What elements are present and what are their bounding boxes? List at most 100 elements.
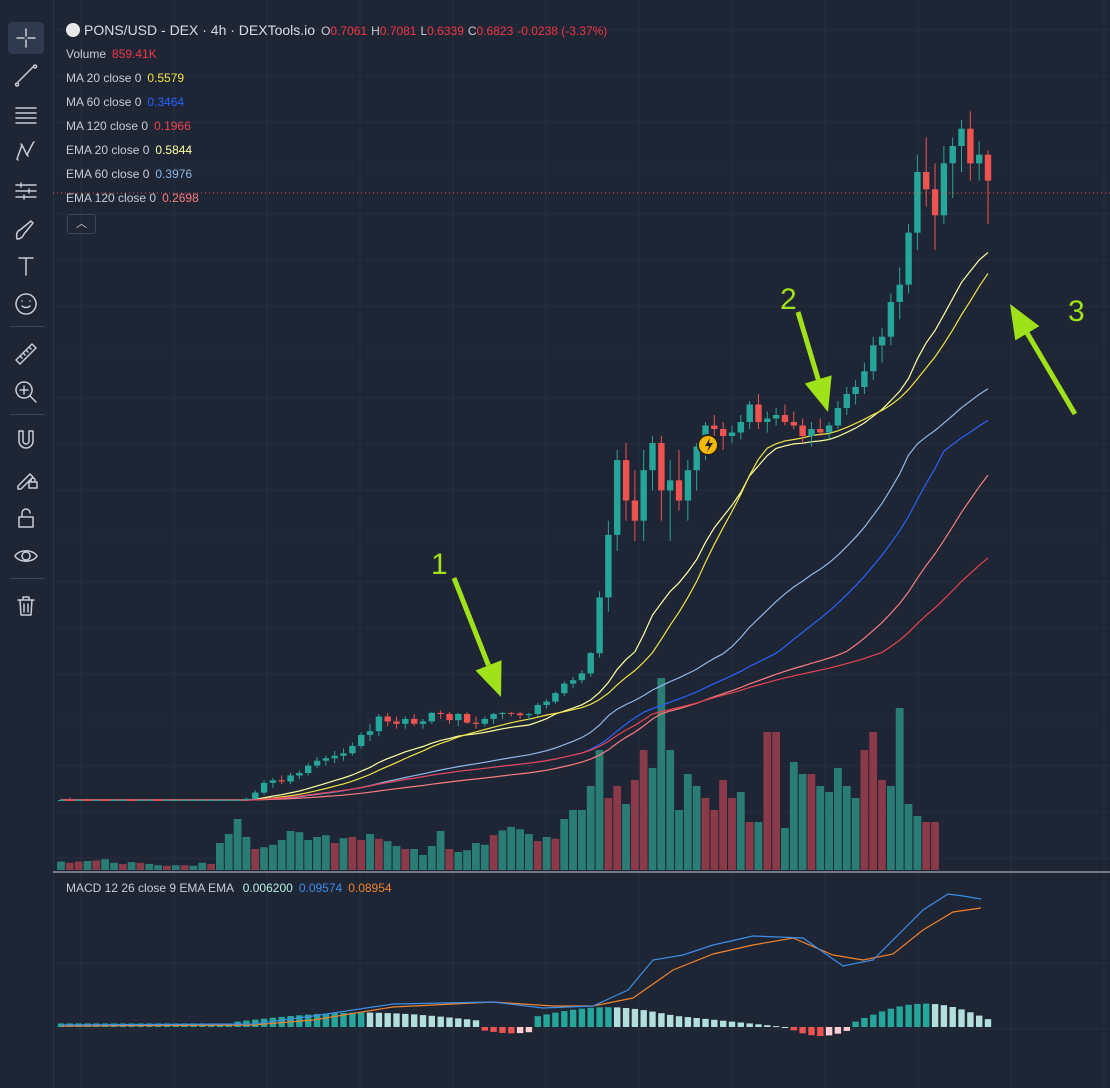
lock-icon <box>18 508 34 528</box>
volume-bar <box>710 810 719 870</box>
brush-tool[interactable] <box>8 214 44 246</box>
candle-body <box>146 800 153 801</box>
volume-bar <box>295 832 304 870</box>
trend-line-tool[interactable] <box>8 58 44 90</box>
candle-body <box>84 800 91 801</box>
macd-histogram-bar <box>57 1023 65 1027</box>
macd-histogram-bar <box>508 1027 515 1034</box>
indicator-row[interactable]: MA 120 close 0 0.1966 <box>66 114 607 138</box>
indicator-row[interactable]: EMA 120 close 0 0.2698 <box>66 186 607 210</box>
candle-body <box>57 800 65 801</box>
price-chart[interactable] <box>53 0 1110 1088</box>
lightning-icon <box>705 438 713 452</box>
toolbar-separator <box>10 578 44 579</box>
macd-histogram-bar <box>746 1023 753 1027</box>
eye-icon <box>14 550 38 562</box>
volume-bar <box>436 831 445 870</box>
volume-bar <box>639 750 648 870</box>
annotation-arrow-2-shaft <box>795 311 821 381</box>
candle-body <box>252 792 259 799</box>
candle-body <box>984 154 992 181</box>
candle-body <box>790 422 797 426</box>
candle-body <box>119 800 126 801</box>
volume-bar <box>348 837 357 870</box>
macd-histogram-bar <box>843 1027 850 1031</box>
pattern-tool[interactable] <box>8 136 44 168</box>
candle-body <box>631 500 639 521</box>
macd-histogram-bar <box>728 1021 736 1027</box>
toolbar-separator <box>10 326 44 327</box>
macd-histogram-bar <box>658 1013 665 1027</box>
measure-lines-tool[interactable] <box>8 176 44 208</box>
lock-tool[interactable] <box>8 502 44 534</box>
symbol-title[interactable]: PONS/USD - DEX · 4h · DEXTools.io <box>84 22 316 38</box>
candle-body <box>163 800 171 801</box>
candle-body <box>305 765 312 773</box>
candle-body <box>614 460 621 535</box>
candle-body <box>534 705 541 714</box>
macd-histogram-bar <box>896 1006 903 1027</box>
indicator-value: 0.2698 <box>162 191 199 205</box>
lock-drawing-icon <box>17 473 38 490</box>
lock-drawing-tool[interactable] <box>8 462 44 494</box>
annotation-label: 2 <box>780 283 797 316</box>
candle-body <box>411 718 418 724</box>
volume-bar <box>260 847 268 870</box>
indicator-row[interactable]: EMA 60 close 0 0.3976 <box>66 162 607 186</box>
indicator-row[interactable]: MA 60 close 0 0.3464 <box>66 90 607 114</box>
macd-value: 0.09574 <box>298 881 343 895</box>
candle-body <box>102 800 109 801</box>
volume-bar <box>692 786 701 870</box>
horizontal-lines-tool[interactable] <box>8 98 44 130</box>
candle-body <box>190 800 197 801</box>
volume-bar <box>286 831 295 870</box>
zoom-in-tool[interactable] <box>8 376 44 408</box>
volume-bar <box>180 865 189 870</box>
volume-bar <box>242 837 251 870</box>
volume-bar <box>666 750 675 870</box>
crosshair-tool[interactable] <box>8 22 44 54</box>
indicator-row[interactable]: EMA 20 close 0 0.5844 <box>66 138 607 162</box>
trash-tool[interactable] <box>8 590 44 622</box>
annotation-label: 1 <box>431 548 448 581</box>
volume-bar <box>277 840 286 870</box>
volume-bar <box>383 841 392 870</box>
volume-bar <box>92 860 101 870</box>
candle-body <box>949 146 956 164</box>
volume-bar <box>65 862 74 870</box>
macd-label[interactable]: MACD 12 26 close 9 EMA EMA <box>66 881 234 895</box>
emoji-tool[interactable] <box>8 288 44 320</box>
indicator-row[interactable]: Volume 859.41K <box>66 42 607 66</box>
indicator-value: 0.5844 <box>155 143 193 157</box>
candle-body <box>746 404 753 422</box>
ohlc-key: O <box>321 24 331 38</box>
candle-body <box>817 429 824 433</box>
macd-histogram-bar <box>702 1018 709 1027</box>
collapse-legend-button[interactable]: ︿ <box>67 214 96 234</box>
ema-20-line <box>61 251 989 801</box>
candle-body <box>455 714 462 721</box>
macd-histogram-bar <box>516 1027 524 1034</box>
ruler-tool[interactable] <box>8 338 44 370</box>
macd-histogram-bar <box>446 1017 453 1027</box>
macd-histogram-bar <box>411 1014 418 1027</box>
eye-tool[interactable] <box>8 540 44 572</box>
volume-bar <box>145 864 154 870</box>
candle-body <box>490 714 497 719</box>
candle-body <box>772 415 780 419</box>
indicator-label: EMA 120 close 0 <box>66 191 157 205</box>
volume-bar <box>745 822 754 870</box>
candle-body <box>499 712 506 714</box>
candle-body <box>128 800 135 801</box>
macd-histogram-bar <box>772 1026 780 1028</box>
candle-body <box>66 800 74 801</box>
macd-histogram-bar <box>976 1015 983 1027</box>
macd-histogram-bar <box>631 1008 639 1027</box>
candle-body <box>75 800 82 801</box>
magnet-tool[interactable] <box>8 424 44 456</box>
macd-histogram-bar <box>781 1027 789 1028</box>
candle-body <box>658 443 665 491</box>
volume-bar <box>622 804 630 870</box>
indicator-row[interactable]: MA 20 close 0 0.5579 <box>66 66 607 90</box>
text-tool[interactable] <box>8 250 44 282</box>
